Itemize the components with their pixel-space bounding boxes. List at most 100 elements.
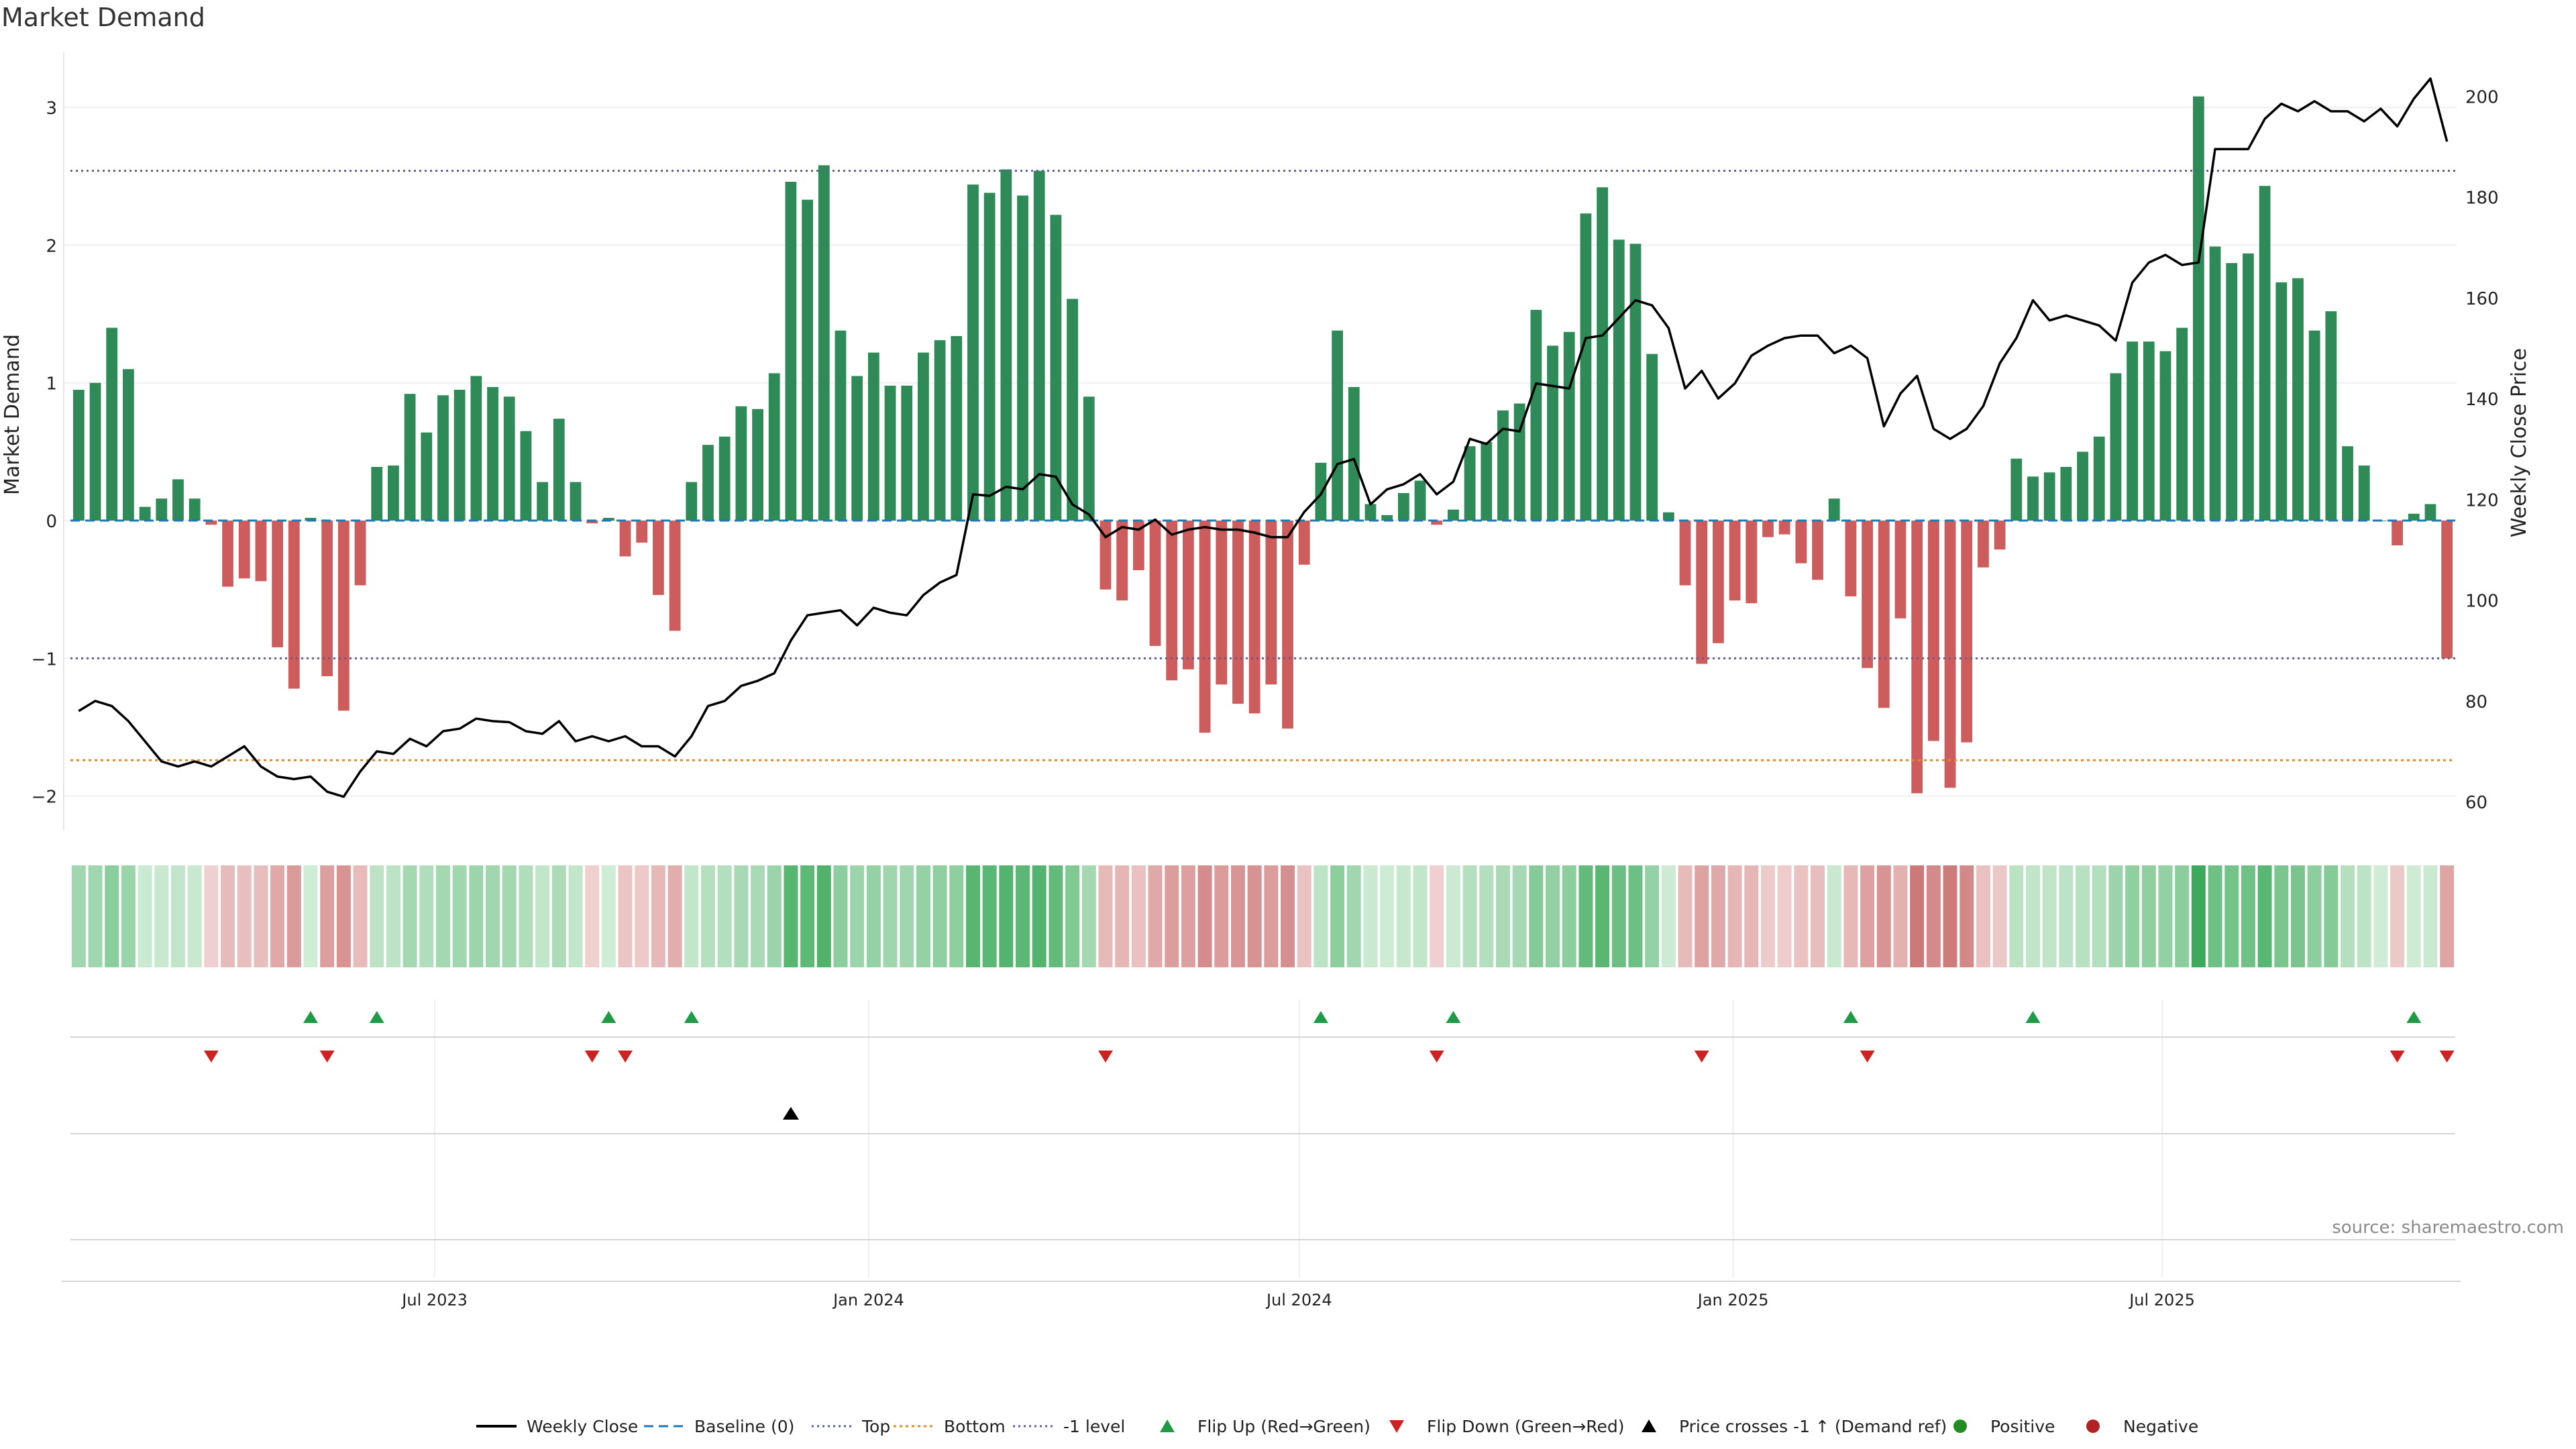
heat-cell xyxy=(2241,865,2255,967)
legend-positive-swatch xyxy=(1953,1419,1967,1433)
flip-down-marker xyxy=(584,1051,600,1063)
heat-cell xyxy=(700,865,715,967)
demand-bar xyxy=(2424,504,2436,521)
demand-bar xyxy=(1431,521,1443,525)
demand-bar xyxy=(2159,351,2171,521)
demand-bar xyxy=(702,445,714,521)
demand-bar xyxy=(2027,476,2039,521)
heat-cell xyxy=(386,865,400,967)
heat-cell xyxy=(2274,865,2289,967)
demand-bar xyxy=(2292,278,2304,521)
demand-bar xyxy=(487,386,498,521)
demand-bar xyxy=(255,521,267,582)
demand-bar xyxy=(967,184,979,521)
heat-cell xyxy=(2125,865,2140,967)
demand-bar xyxy=(106,327,118,521)
demand-bar xyxy=(2176,327,2188,521)
demand-bar xyxy=(1265,521,1277,685)
demand-bar xyxy=(934,340,946,521)
demand-bar xyxy=(1116,521,1128,601)
heat-cell xyxy=(469,865,484,967)
legend-baseline-label: Baseline (0) xyxy=(694,1417,794,1436)
demand-bar xyxy=(404,394,416,521)
demand-bar xyxy=(189,498,201,521)
heat-cell xyxy=(1628,865,1643,967)
legend-price-cross-swatch xyxy=(1642,1419,1656,1432)
heat-cell xyxy=(1264,865,1279,967)
heat-cell xyxy=(1396,865,1411,967)
legend-flip-down-swatch xyxy=(1389,1420,1404,1433)
left-axis-title: Market Demand xyxy=(1,334,24,495)
heat-cell xyxy=(1430,865,1444,967)
demand-bar xyxy=(139,506,151,521)
heat-cell xyxy=(2025,865,2040,967)
heat-cell xyxy=(452,865,467,967)
price-cross-marker xyxy=(782,1107,799,1120)
demand-bar xyxy=(1050,215,1062,521)
demand-bar xyxy=(1911,521,1923,794)
heat-cell xyxy=(402,865,417,967)
demand-bar xyxy=(653,521,664,595)
demand-bar xyxy=(752,409,763,521)
heat-cell xyxy=(138,865,152,967)
heat-cell xyxy=(1512,865,1527,967)
demand-bar xyxy=(1083,396,1095,521)
heat-cell xyxy=(1529,865,1544,967)
flip-up-marker xyxy=(601,1011,616,1023)
demand-bar xyxy=(2143,341,2155,521)
legend-flip-down-label: Flip Down (Green→Red) xyxy=(1427,1417,1625,1436)
heat-cell xyxy=(535,865,550,967)
demand-bar xyxy=(1978,521,1989,568)
demand-bar xyxy=(586,521,598,524)
demand-bar xyxy=(1646,354,1658,521)
demand-bar xyxy=(1778,521,1790,535)
heat-cell xyxy=(502,865,517,967)
demand-bar xyxy=(1414,480,1426,521)
heat-cell xyxy=(1695,865,1709,967)
heat-cell xyxy=(204,865,219,967)
heat-cell xyxy=(667,865,682,967)
heat-cell xyxy=(850,865,865,967)
demand-bar xyxy=(1232,521,1244,704)
heat-cell xyxy=(1197,865,1212,967)
right-tick-label: 200 xyxy=(2465,87,2499,107)
heat-cell xyxy=(717,865,732,967)
demand-bar xyxy=(2077,451,2088,521)
demand-bar xyxy=(2275,282,2288,521)
legend-negative-swatch xyxy=(2086,1419,2100,1433)
flip-up-marker xyxy=(1843,1011,1858,1023)
heat-cell xyxy=(1727,865,1742,967)
demand-bar xyxy=(388,465,399,521)
heat-cell xyxy=(1081,865,1096,967)
heat-cell xyxy=(2042,865,2057,967)
heat-cell xyxy=(1413,865,1428,967)
heat-cell xyxy=(71,865,86,967)
heat-cell xyxy=(353,865,368,967)
demand-bar xyxy=(1696,521,1708,664)
demand-bar xyxy=(172,479,184,521)
heat-cell xyxy=(1032,865,1046,967)
heat-cell xyxy=(1546,865,1560,967)
left-tick-label: 1 xyxy=(46,374,57,394)
demand-bar xyxy=(2043,472,2055,521)
demand-bar xyxy=(1364,504,1377,521)
heat-cell xyxy=(551,865,566,967)
heat-cell xyxy=(170,865,185,967)
demand-bar xyxy=(2110,373,2122,521)
flip-down-marker xyxy=(618,1051,633,1063)
heat-cell xyxy=(154,865,169,967)
heat-cell xyxy=(800,865,815,967)
heat-cell xyxy=(866,865,881,967)
heat-cell xyxy=(2009,865,2024,967)
heat-cell xyxy=(2307,865,2322,967)
demand-bar xyxy=(1033,170,1045,521)
heat-cell xyxy=(684,865,699,967)
heat-cell xyxy=(900,865,914,967)
demand-bar xyxy=(1828,498,1840,521)
heat-cell xyxy=(1230,865,1245,967)
demand-bar xyxy=(222,521,233,587)
heat-cell xyxy=(370,865,384,967)
legend-positive-label: Positive xyxy=(1990,1417,2055,1436)
heat-cell xyxy=(1678,865,1693,967)
legend-price-cross-label: Price crosses -1 ↑ (Demand ref) xyxy=(1679,1417,1947,1436)
